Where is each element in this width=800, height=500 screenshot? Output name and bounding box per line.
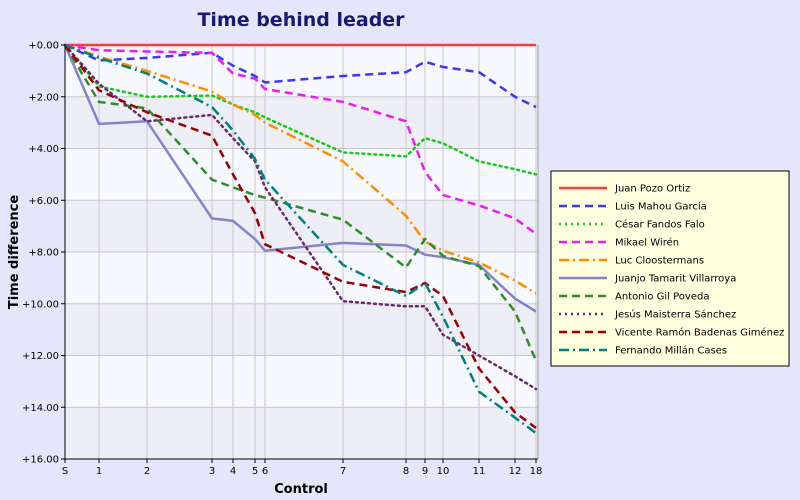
x-tick-label: 12 <box>509 466 522 477</box>
x-tick-label: 10 <box>437 466 450 477</box>
y-tick-label: +0.00 <box>28 41 59 52</box>
legend-label: César Fandos Falo <box>615 219 705 231</box>
y-tick-label: +4.00 <box>28 144 59 155</box>
y-axis-title: Time difference <box>7 195 22 310</box>
series-line-5 <box>64 43 537 295</box>
series-line-6 <box>63 44 537 313</box>
legend-label: Vicente Ramón Badenas Giménez <box>615 327 784 339</box>
x-tick-label: 11 <box>473 466 486 477</box>
y-axis-ticks: +0.00 +2.00 +4.00 +6.00 +8.00 +10.00 +12.00 +14… <box>22 41 65 466</box>
legend-label: Mikael Wirén <box>615 237 679 249</box>
legend-label: Fernando Millán Cases <box>615 345 727 357</box>
y-tick-label: +12.00 <box>22 351 59 362</box>
y-tick-label: +6.00 <box>28 196 59 207</box>
chart-title: Time behind leader <box>197 9 405 31</box>
x-tick-label: 7 <box>340 466 346 477</box>
legend-label: Luis Mahou García <box>615 201 707 213</box>
legend-label: Antonio Gil Poveda <box>615 292 709 303</box>
x-tick-label: S <box>62 466 68 477</box>
y-tick-label: +2.00 <box>28 92 59 103</box>
series-line-10 <box>64 43 537 435</box>
series-line-4 <box>64 43 537 235</box>
series-line-7 <box>63 44 538 362</box>
y-tick-label: +8.00 <box>28 248 59 259</box>
x-tick-label: 9 <box>422 466 428 477</box>
legend-label: Jesús Maisterra Sánchez <box>614 309 736 321</box>
x-axis-title: Control <box>274 482 328 497</box>
series-line-3 <box>63 43 538 176</box>
series-lines <box>63 43 538 435</box>
x-tick-label: 18 <box>530 466 543 477</box>
legend-label: Juanjo Tamarit Villarroya <box>614 274 736 285</box>
x-tick-label: 3 <box>209 466 215 477</box>
x-tick-label: 6 <box>262 466 268 477</box>
series-line-8 <box>63 43 538 391</box>
legend: Juan Pozo Ortiz Luis Mahou García César Fa… <box>550 170 790 367</box>
x-axis-ticks: S 1 2 3 4 5 6 7 8 9 10 11 12 18 <box>62 459 543 477</box>
legend-label: Juan Pozo Ortiz <box>614 184 690 195</box>
series-line-9 <box>64 44 537 430</box>
x-tick-label: 1 <box>96 466 102 477</box>
x-tick-label: 2 <box>144 466 150 477</box>
x-tick-label: 8 <box>403 466 409 477</box>
y-tick-label: +10.00 <box>22 299 59 310</box>
legend-label: Luc Cloostermans <box>615 256 704 267</box>
series-line-2 <box>64 43 537 109</box>
legend-box <box>550 170 790 367</box>
x-tick-label: 5 <box>252 466 258 477</box>
y-tick-label: +14.00 <box>22 403 59 414</box>
y-tick-label: +16.00 <box>22 455 59 466</box>
x-tick-label: 4 <box>230 466 236 477</box>
